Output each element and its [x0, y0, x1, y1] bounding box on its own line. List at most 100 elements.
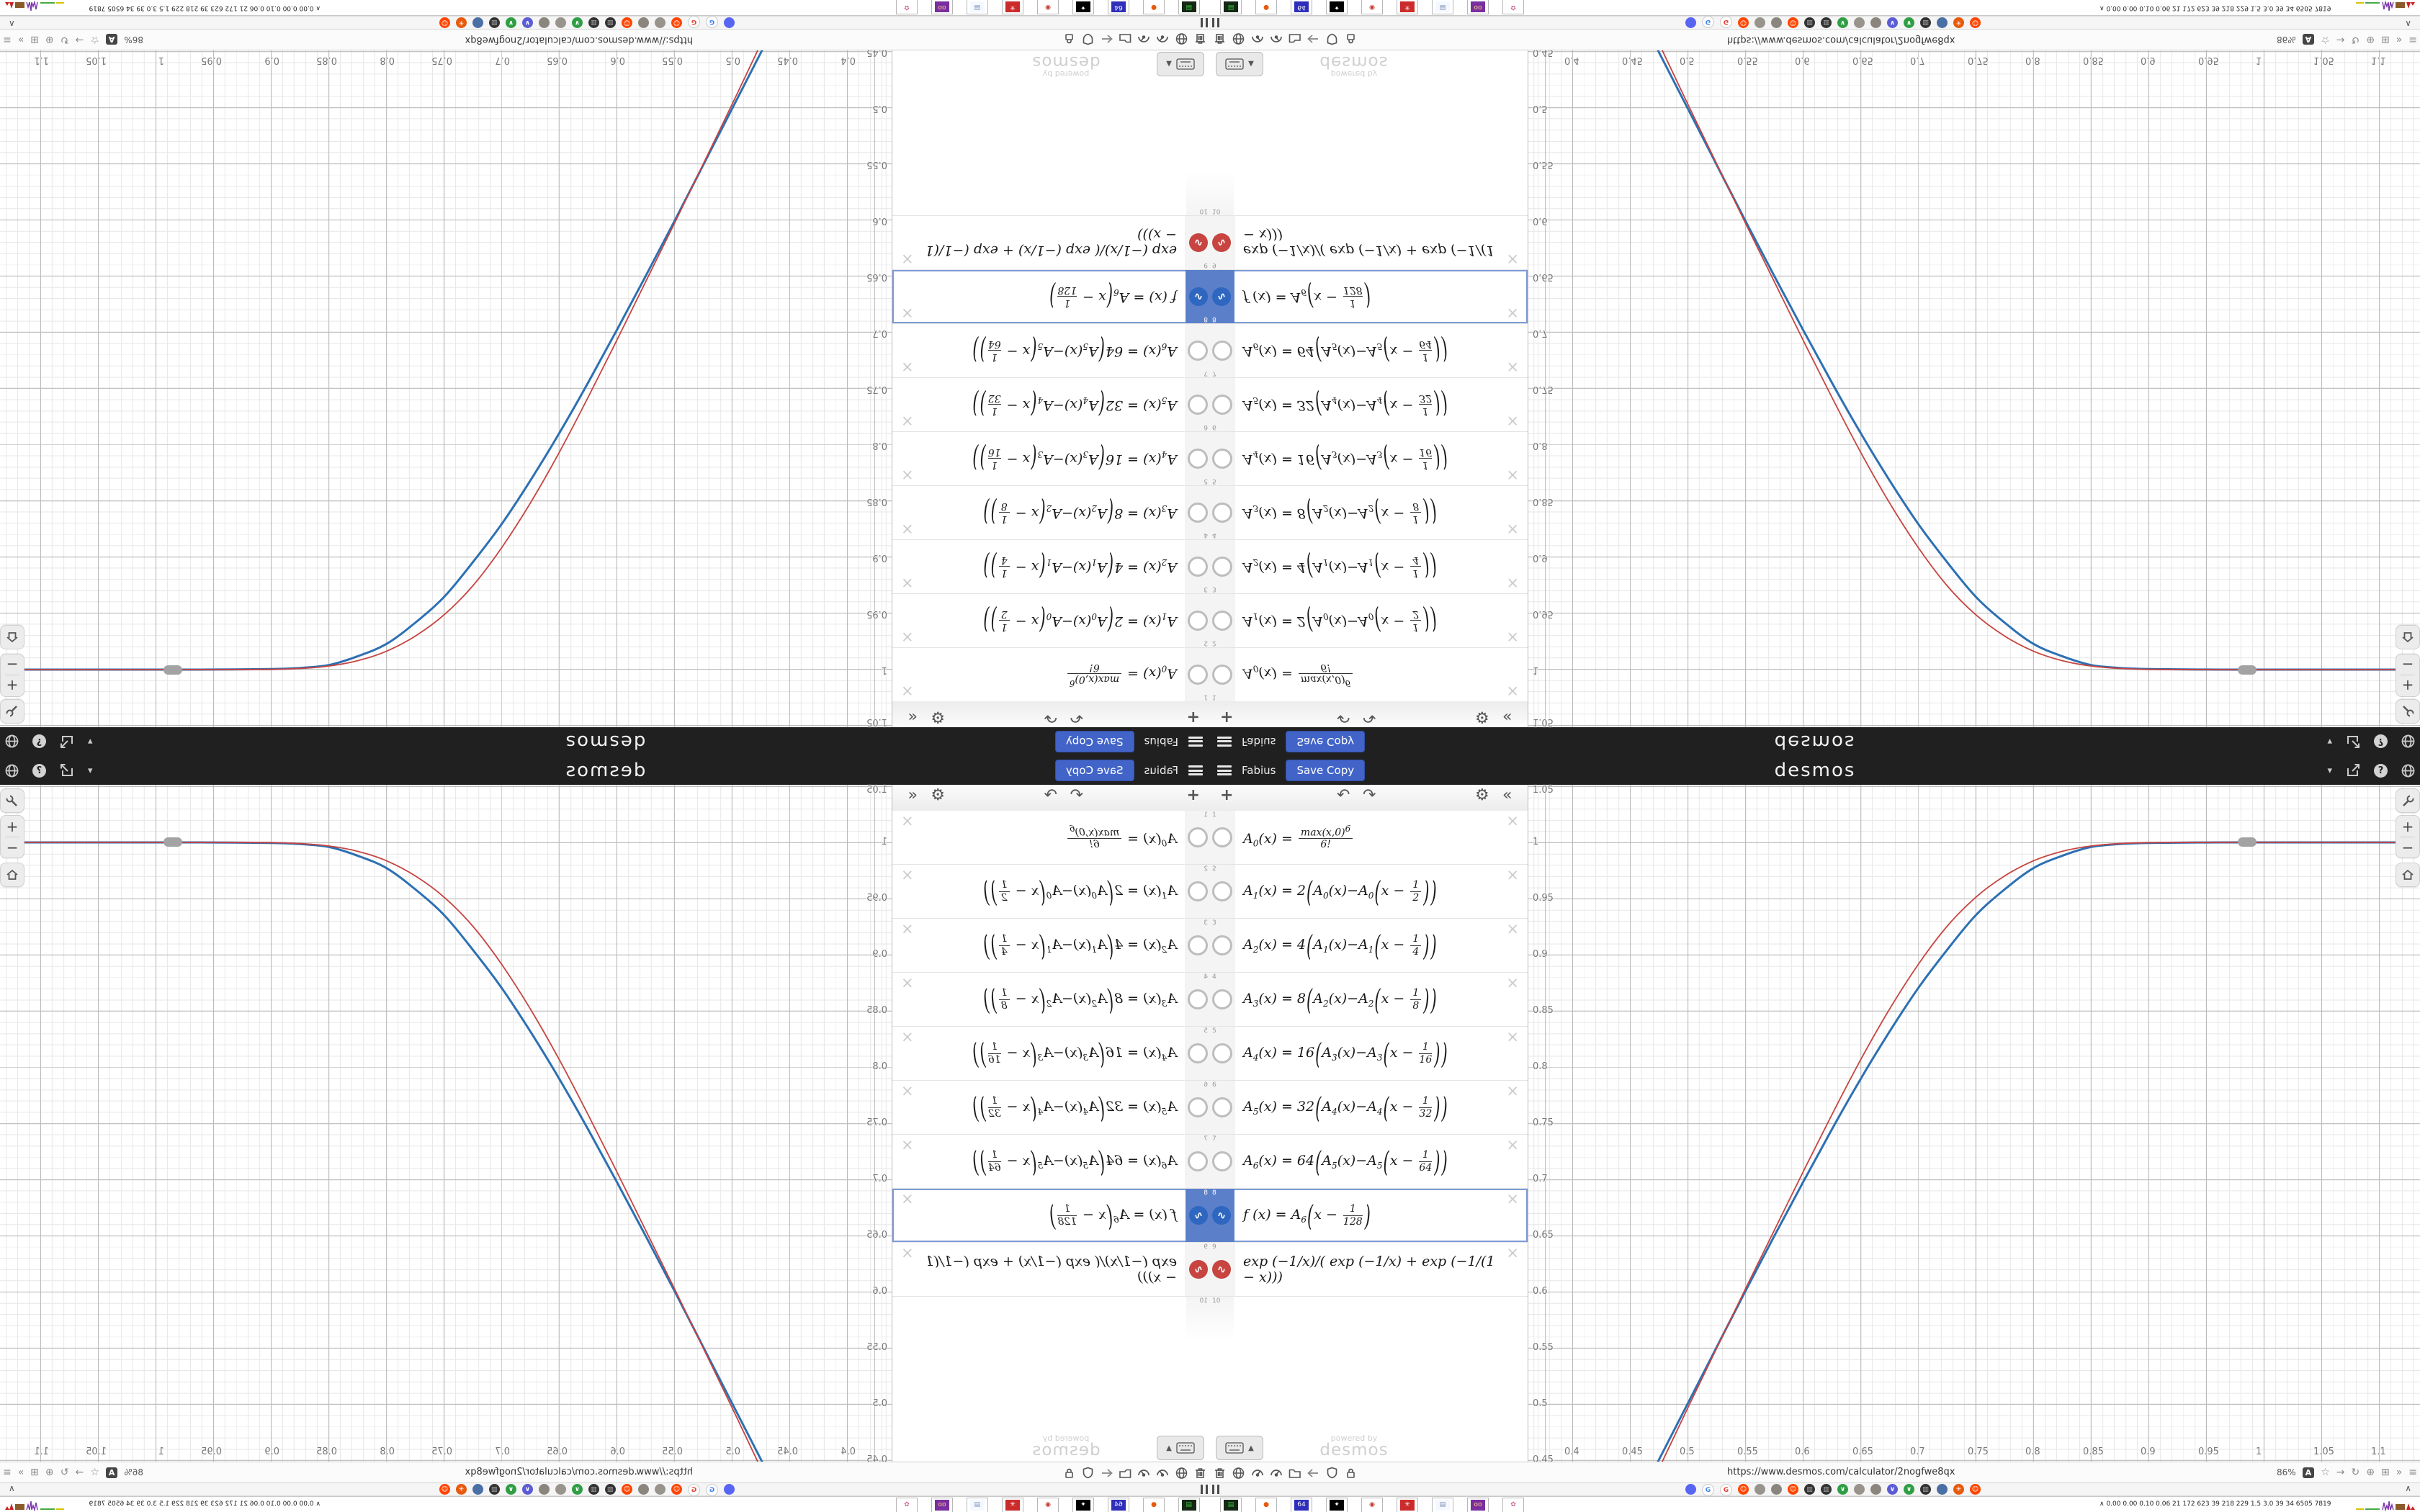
graph-paper[interactable]: 1.05 1 0.95 0.9 0.85 0.8 0.75 0.7 0.65 0.6 0.55 0.5…: [1528, 785, 2420, 1465]
bookmark-star-icon[interactable]: ☆: [90, 34, 99, 45]
firefox-app-icon[interactable]: ●: [1143, 1498, 1165, 1512]
expression-math[interactable]: A2(x) = 4(A1(x)−A1(x − 1 4)): [983, 930, 1177, 962]
reddit-favicon[interactable]: ☺: [1970, 1484, 1981, 1495]
reddit-favicon[interactable]: ☺: [671, 1484, 682, 1495]
owl-app-icon[interactable]: oo: [931, 0, 953, 14]
bookmark-star-icon[interactable]: ☆: [2321, 1467, 2330, 1478]
url-input[interactable]: https://www.desmos.com/calculator/2nogfw…: [1727, 35, 1955, 45]
expression-row[interactable]: 3 A2(x) = 4(A1(x)−A1(x − 1 4)) ×: [892, 919, 1210, 973]
expression-row[interactable]: 6 A5(x) = 32(A4(x)−A4(x − 1 32)) ×: [1210, 1081, 1528, 1135]
hidden-plot-toggle-icon[interactable]: [1188, 989, 1208, 1009]
delete-expression-icon[interactable]: ×: [901, 1136, 914, 1153]
delete-expression-icon[interactable]: ×: [1506, 1136, 1519, 1153]
expression-row[interactable]: 9 ∿ exp (−1/x)/( exp (−1/x) + exp (−1/(1 −…: [1210, 1243, 1528, 1297]
zoom-out-button[interactable]: −: [6, 656, 19, 674]
green-wave-favicon[interactable]: ∨: [506, 1484, 516, 1495]
expression-math[interactable]: A0(x) = max(x,0)6 6!: [1066, 824, 1177, 851]
reddit-favicon[interactable]: ☺: [439, 17, 450, 28]
reddit-favicon[interactable]: ☺: [622, 1484, 632, 1495]
expression-row[interactable]: 5 A4(x) = 16(A3(x)−A3(x − 1 16)) ×: [1210, 1027, 1528, 1081]
help-icon[interactable]: ?: [32, 763, 46, 778]
default-view-home-button[interactable]: [0, 863, 24, 887]
expression-row[interactable]: 2 A1(x) = 2(A0(x)−A0(x − 1 2)) ×: [1210, 593, 1528, 647]
share-icon[interactable]: [2345, 762, 2361, 778]
google-favicon[interactable]: G: [706, 16, 718, 28]
delete-expression-icon[interactable]: ×: [1506, 629, 1519, 646]
account-name[interactable]: Fabius: [1242, 764, 1276, 777]
palette-app-icon[interactable]: ✿: [1502, 0, 1524, 14]
shield-icon[interactable]: [1324, 32, 1340, 48]
container-globe-icon[interactable]: ⊕: [2366, 34, 2375, 45]
delete-expression-icon[interactable]: ×: [1506, 1190, 1519, 1207]
account-name[interactable]: Fabius: [1144, 764, 1178, 777]
hidden-plot-toggle-icon[interactable]: [1188, 827, 1208, 847]
language-icon[interactable]: [4, 763, 19, 778]
notepad-app-icon[interactable]: ▤: [967, 1498, 988, 1512]
notepad-app-icon[interactable]: ▤: [1432, 1498, 1453, 1512]
floppy-64-app-icon[interactable]: 64: [1108, 0, 1129, 14]
cat-app-icon[interactable]: ✦: [1072, 0, 1094, 14]
reload-icon[interactable]: ↻: [2351, 1467, 2360, 1478]
curve-drag-handle[interactable]: [163, 837, 182, 847]
gauge-icon[interactable]: [1137, 1464, 1152, 1480]
delete-expression-icon[interactable]: ×: [1506, 251, 1519, 268]
share-icon[interactable]: [2345, 734, 2361, 750]
reddit-favicon[interactable]: ☺: [1970, 17, 1981, 28]
archive-favicon[interactable]: ▥: [1804, 1484, 1815, 1495]
redo-icon[interactable]: ↷: [1363, 708, 1376, 726]
collapse-panel-icon[interactable]: «: [908, 786, 918, 804]
delete-expression-icon[interactable]: ×: [901, 1244, 914, 1261]
expression-row[interactable]: 4 A3(x) = 8(A2(x)−A2(x − 1 8)) ×: [1210, 485, 1528, 539]
gray-favicon[interactable]: [1854, 1484, 1865, 1495]
hidden-plot-toggle-icon[interactable]: [1212, 503, 1232, 523]
expression-row[interactable]: 3 A2(x) = 4(A1(x)−A1(x − 1 4)) ×: [892, 539, 1210, 593]
hidden-plot-toggle-icon[interactable]: [1212, 557, 1232, 577]
green-wave-favicon[interactable]: ∨: [572, 1484, 583, 1495]
gray-favicon[interactable]: [1771, 1484, 1782, 1495]
bookmark-star-icon[interactable]: ☆: [90, 1467, 99, 1478]
google-favicon[interactable]: G: [706, 1484, 718, 1496]
green-wave-favicon[interactable]: ∨: [572, 17, 583, 28]
expression-math[interactable]: A3(x) = 8(A2(x)−A2(x − 1 8)): [983, 984, 1177, 1016]
archive-favicon[interactable]: ▥: [489, 17, 500, 28]
expression-math[interactable]: A6(x) = 64(A5(x)−A5(x − 1 64)): [972, 1146, 1177, 1178]
delete-expression-icon[interactable]: ×: [901, 1028, 914, 1045]
gray-favicon[interactable]: [555, 1484, 566, 1495]
tab-scroll-caret-icon[interactable]: ∧: [9, 1483, 15, 1493]
delete-expression-icon[interactable]: ×: [901, 359, 914, 376]
overflow-icon[interactable]: »: [2396, 1467, 2403, 1478]
browser-menu-icon[interactable]: ≡: [2408, 1467, 2417, 1478]
gray-favicon[interactable]: [1870, 1484, 1881, 1495]
expression-math[interactable]: A1(x) = 2(A0(x)−A0(x − 1 2)): [1243, 604, 1437, 636]
edit-list-gear-icon[interactable]: ⚙: [931, 786, 945, 804]
delete-expression-icon[interactable]: ×: [1506, 305, 1519, 322]
gray-favicon[interactable]: [638, 1484, 649, 1495]
red-badge-app-icon[interactable]: ◉: [1037, 1498, 1059, 1512]
red-badge-app-icon[interactable]: ◉: [1361, 1498, 1383, 1512]
archive-favicon[interactable]: ▥: [588, 17, 599, 28]
expression-row[interactable]: 6 A5(x) = 32(A4(x)−A4(x − 1 32)) ×: [892, 1081, 1210, 1135]
hidden-plot-toggle-icon[interactable]: [1212, 1151, 1232, 1171]
gray-favicon[interactable]: [655, 17, 666, 28]
hidden-plot-toggle-icon[interactable]: [1212, 881, 1232, 901]
google-favicon[interactable]: G: [1720, 1484, 1732, 1496]
translate-icon[interactable]: A: [2302, 34, 2315, 45]
delete-expression-icon[interactable]: ×: [901, 467, 914, 484]
green-wave-favicon[interactable]: ∨: [1904, 1484, 1914, 1495]
expression-math[interactable]: f (x) = A6(x − 1 128): [1049, 280, 1177, 312]
undo-icon[interactable]: ↶: [1337, 786, 1350, 804]
keyboard-toggle-button[interactable]: ▲: [1157, 52, 1204, 76]
indigo-wave-favicon[interactable]: ∨: [1887, 17, 1898, 28]
url-input[interactable]: https://www.desmos.com/calculator/2nogfw…: [1727, 1467, 1955, 1477]
add-expression-button[interactable]: +: [1220, 708, 1234, 726]
delete-expression-icon[interactable]: ×: [1506, 413, 1519, 430]
browser-menu-icon[interactable]: ≡: [2408, 34, 2417, 45]
expression-row[interactable]: 7 A6(x) = 64(A5(x)−A5(x − 1 64)) ×: [892, 323, 1210, 377]
google-favicon[interactable]: G: [1720, 16, 1732, 28]
expression-math[interactable]: exp (−1/x)/( exp (−1/x) + exp (−1/(1 − x…: [925, 1254, 1177, 1285]
graph-paper[interactable]: 1.05 1 0.95 0.9 0.85 0.8 0.75 0.7 0.65 0.6 0.55 0.5…: [0, 785, 892, 1465]
gray-favicon[interactable]: [1870, 17, 1881, 28]
expression-row[interactable]: 4 A3(x) = 8(A2(x)−A2(x − 1 8)) ×: [1210, 973, 1528, 1027]
lock-icon[interactable]: [1343, 32, 1358, 48]
expression-math[interactable]: A2(x) = 4(A1(x)−A1(x − 1 4)): [1243, 930, 1437, 962]
